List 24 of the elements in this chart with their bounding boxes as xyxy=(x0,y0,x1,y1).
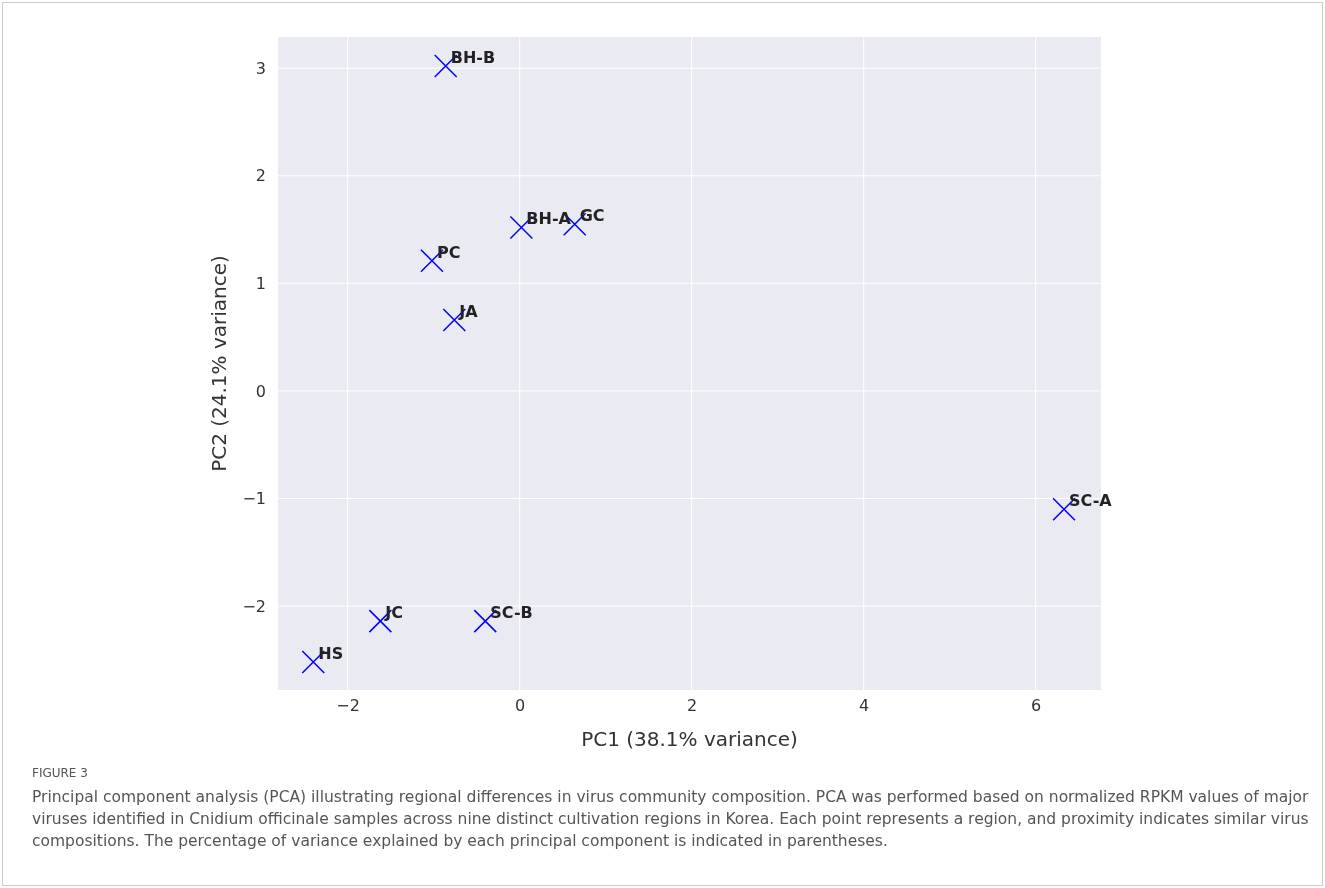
y-axis-title: PC2 (24.1% variance) xyxy=(207,255,231,472)
y-tick-label: 2 xyxy=(255,166,266,186)
annotation: BH-A xyxy=(526,209,572,229)
x-tick-label: −2 xyxy=(336,696,360,716)
annotation: SC-B xyxy=(490,603,533,623)
annotation: HS xyxy=(318,644,344,664)
y-tick-label: 0 xyxy=(255,381,266,401)
x-tick-label: 4 xyxy=(859,696,870,716)
annotation: BH-B xyxy=(450,48,496,68)
y-tick-label: 3 xyxy=(255,58,266,78)
x-axis-title: PC1 (38.1% variance) xyxy=(581,727,798,751)
annotation: PC xyxy=(436,242,461,262)
annotation: JC xyxy=(384,603,404,623)
x-tick-label: 6 xyxy=(1031,696,1042,716)
caption: FIGURE 3 xyxy=(32,765,89,782)
x-tick-label: 0 xyxy=(515,696,526,716)
x-tick-label: 2 xyxy=(687,696,698,716)
annotation: SC-A xyxy=(1069,491,1113,511)
y-tick-label: −1 xyxy=(242,489,266,509)
text: Principal component analysis (PCA) illustrating regional differences in virus community composition. PCA was performed based on normalized RPKM values of major viruses identified in Cnidium officinale samples across nine distinct cultivation regions in Korea. Each point represents a region, and proximity indicates similar virus compositions. The percentage of variance explained by each principal component is indicated in parentheses. xyxy=(32,787,1310,852)
annotation: JA xyxy=(458,301,479,321)
annotation: GC xyxy=(579,206,605,226)
y-tick-label: −2 xyxy=(242,596,266,616)
y-tick-label: 1 xyxy=(255,273,266,293)
